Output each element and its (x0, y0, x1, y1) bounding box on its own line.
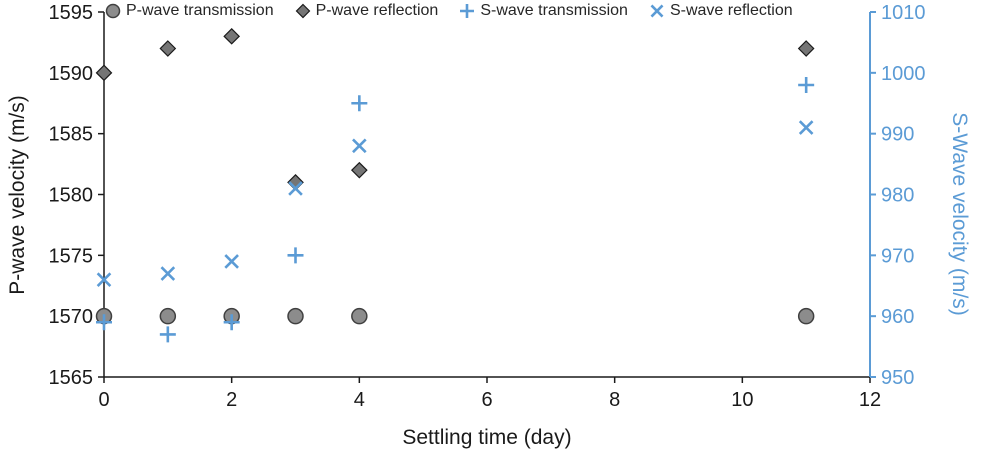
data-point-diamond (223, 27, 241, 45)
y-axis-left-tick-label: 1585 (49, 124, 94, 146)
legend-label: S-wave transmission (480, 2, 628, 19)
data-point-diamond (797, 40, 815, 57)
x-axis-tick-label: 0 (98, 389, 109, 411)
legend-item-circle: P-wave transmission (104, 2, 274, 20)
legend-label: P-wave reflection (315, 2, 439, 19)
y-axis-right-tick-label: 990 (881, 124, 914, 146)
y-axis-right-tick-label: 970 (881, 245, 914, 267)
data-point-circle (105, 3, 121, 19)
data-point-x (650, 4, 664, 18)
y-axis-left-tick-label: 1580 (49, 185, 94, 207)
legend-label: P-wave transmission (126, 2, 274, 19)
y-axis-left-tick-label: 1590 (49, 63, 94, 85)
x-axis-title: Settling time (day) (402, 426, 572, 449)
data-point-circle (797, 307, 815, 325)
x-axis-tick-label: 4 (354, 389, 365, 411)
x-axis-tick-label: 10 (731, 389, 753, 411)
data-point-x (288, 181, 303, 196)
data-point-x (798, 120, 814, 135)
data-point-plus (96, 314, 112, 331)
data-point-plus (460, 4, 475, 18)
y-axis-title-left: P-wave velocity (m/s) (6, 95, 29, 295)
legend-item-diamond: P-wave reflection (294, 2, 439, 20)
y-axis-right-tick-label: 950 (881, 367, 914, 389)
y-axis-right-tick-label: 960 (881, 306, 914, 328)
data-point-circle (351, 307, 368, 325)
legend-label: S-wave reflection (669, 2, 793, 19)
data-point-plus (159, 326, 176, 343)
data-point-diamond (295, 3, 310, 19)
data-point-circle (159, 307, 177, 325)
y-axis-left-tick-label: 1575 (49, 245, 94, 267)
data-point-plus (287, 247, 304, 264)
data-point-x (160, 266, 176, 281)
data-point-plus (798, 77, 815, 93)
legend: P-wave transmission P-wave reflection S-wa… (104, 2, 793, 20)
x-axis-tick-label: 6 (481, 389, 492, 411)
circle-marker-icon (105, 3, 121, 19)
y-axis-right-tick-label: 1000 (881, 63, 926, 85)
data-point-diamond (350, 161, 368, 179)
x-axis-tick-label: 2 (226, 389, 237, 411)
y-axis-left-tick-label: 1595 (49, 2, 94, 24)
y-axis-right-tick-label: 980 (881, 185, 914, 207)
data-point-x (96, 272, 112, 287)
data-point-diamond (159, 40, 177, 57)
x-axis-tick-label: 8 (609, 389, 620, 411)
data-point-diamond (95, 64, 113, 82)
data-point-x (224, 254, 239, 269)
legend-item-plus: S-wave transmission (458, 2, 628, 20)
y-axis-left-tick-label: 1565 (49, 367, 94, 389)
data-point-circle (287, 307, 304, 325)
y-axis-right-tick-label: 1010 (881, 2, 926, 24)
data-point-x (352, 138, 367, 154)
diamond-marker-icon (295, 3, 310, 19)
x-marker-icon (650, 4, 664, 18)
y-axis-left-tick-label: 1570 (49, 306, 94, 328)
data-point-plus (351, 95, 368, 112)
y-axis-title-right: S-Wave velocity (m/s) (948, 112, 971, 316)
plus-marker-icon (460, 4, 475, 18)
x-axis-tick-label: 12 (859, 389, 881, 411)
legend-item-x: S-wave reflection (648, 2, 793, 20)
data-point-plus (223, 314, 240, 331)
